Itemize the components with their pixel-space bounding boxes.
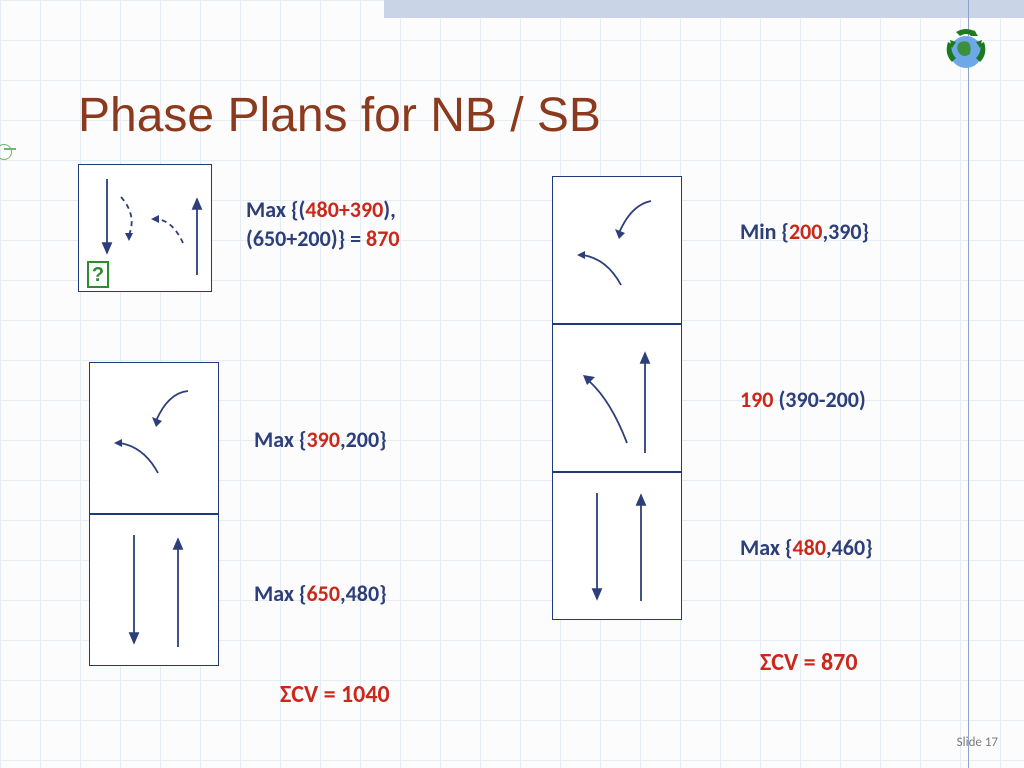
side-rule — [968, 0, 969, 768]
right-label-1: Min {200,390} — [740, 218, 869, 247]
left-sum: ΣCV = 1040 — [280, 680, 390, 709]
top-decoration-strip — [384, 0, 1024, 18]
question-mark-icon: ? — [87, 261, 109, 288]
phase-box-right-3 — [552, 472, 682, 620]
recycle-earth-icon — [938, 24, 994, 85]
left-label-3: Max {650,480} — [254, 580, 387, 609]
left-label-1: Max {(480+390), (650+200)} = 870 — [246, 196, 476, 253]
right-label-2: 190 (390-200) — [740, 386, 866, 415]
phase-box-right-1 — [552, 176, 682, 324]
margin-decoration-circle — [0, 144, 12, 160]
slide-number: Slide 17 — [957, 735, 998, 750]
phase-box-left-2 — [89, 362, 219, 514]
phase-box-left-3 — [89, 514, 219, 666]
margin-decoration-tick — [4, 148, 16, 150]
phase-box-right-2 — [552, 324, 682, 472]
right-label-3: Max {480,460} — [740, 534, 873, 563]
right-sum: ΣCV = 870 — [760, 648, 857, 677]
left-label-2: Max {390,200} — [254, 426, 387, 455]
page-title: Phase Plans for NB / SB — [78, 88, 601, 143]
